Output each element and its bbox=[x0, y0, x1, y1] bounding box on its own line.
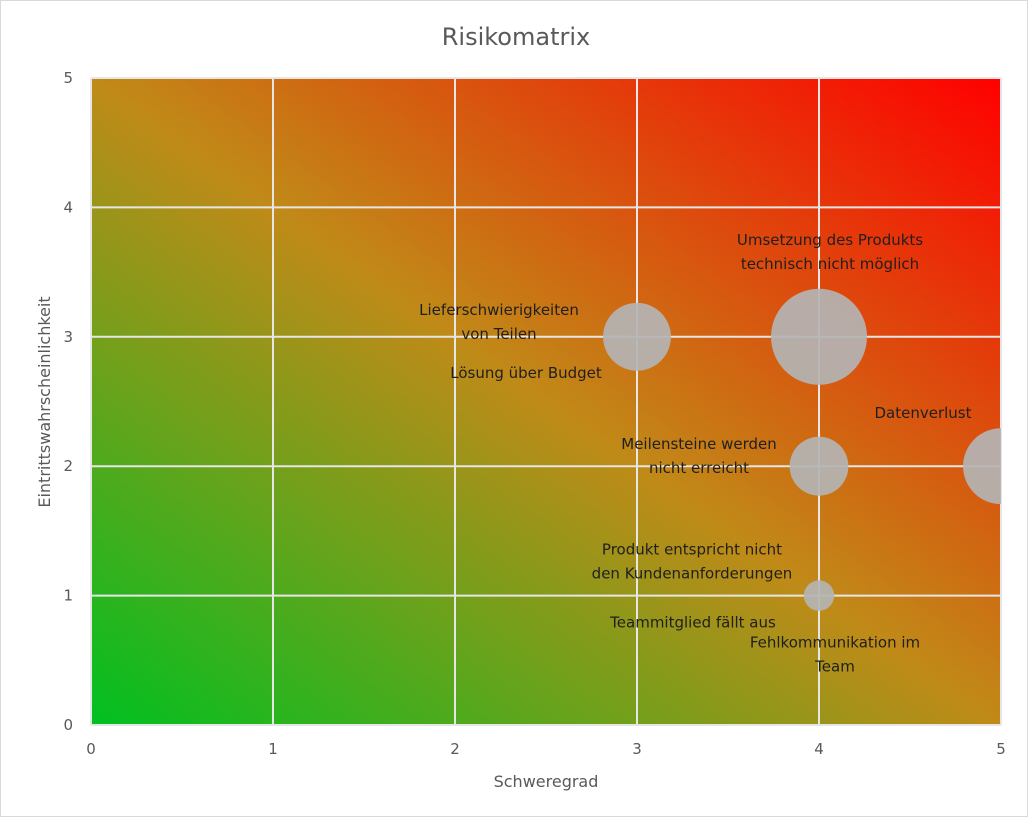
bubbles bbox=[603, 288, 1001, 611]
data-label: Datenverlust bbox=[874, 404, 971, 422]
data-labels: Lieferschwierigkeiten von Teilen Lösung üb… bbox=[419, 231, 971, 676]
y-tick-label: 0 bbox=[63, 716, 73, 734]
plot-area bbox=[91, 78, 1001, 725]
y-tick-label: 4 bbox=[63, 198, 73, 216]
x-tick-label: 0 bbox=[86, 740, 96, 758]
bubble-point bbox=[771, 288, 867, 385]
data-label: Teammitglied fällt aus bbox=[609, 614, 776, 632]
data-label: Meilensteine werden nicht erreicht bbox=[621, 435, 777, 477]
x-tick-label: 3 bbox=[632, 740, 642, 758]
x-tick-label: 5 bbox=[996, 740, 1006, 758]
chart-title: Risikomatrix bbox=[442, 23, 590, 51]
data-label: Lösung über Budget bbox=[450, 364, 602, 382]
y-tick-label: 5 bbox=[63, 69, 73, 87]
bubble-point bbox=[603, 302, 671, 371]
y-tick-label: 2 bbox=[63, 457, 73, 475]
x-tick-label: 1 bbox=[268, 740, 278, 758]
y-axis-label: Eintrittswahrscheinlichkeit bbox=[35, 296, 54, 507]
bubble-point bbox=[803, 580, 835, 611]
data-label: Produkt entspricht nicht den Kundenanford… bbox=[592, 541, 793, 583]
data-label: Lieferschwierigkeiten von Teilen bbox=[419, 301, 579, 343]
tick-labels: 0 1 2 3 4 5 0 1 2 3 4 5 bbox=[63, 69, 1005, 758]
data-label: Umsetzung des Produkts technisch nicht mö… bbox=[737, 231, 923, 273]
bubble-point bbox=[789, 436, 849, 496]
y-tick-label: 3 bbox=[63, 328, 73, 346]
bubble-point bbox=[963, 428, 1001, 505]
data-label: Fehlkommunikation im Team bbox=[750, 634, 920, 676]
x-tick-label: 2 bbox=[450, 740, 460, 758]
y-tick-label: 1 bbox=[63, 587, 73, 605]
x-tick-label: 4 bbox=[814, 740, 824, 758]
x-axis-label: Schweregrad bbox=[494, 772, 599, 791]
